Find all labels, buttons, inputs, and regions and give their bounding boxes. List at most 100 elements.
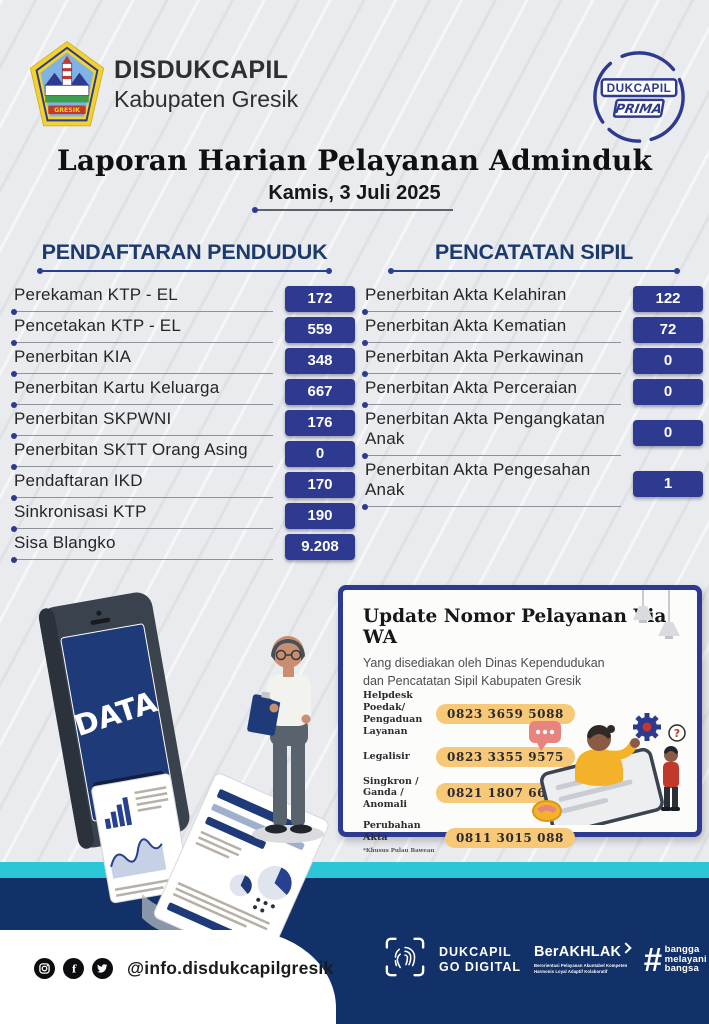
value-badge: 1 bbox=[633, 470, 703, 497]
table-row: Sisa Blangko 9.208 bbox=[11, 533, 355, 563]
table-row: Penerbitan SKTT Orang Asing 0 bbox=[11, 440, 355, 470]
wa-contact-row: Legalisir 0823 3355 9575 bbox=[363, 746, 575, 767]
fingerprint-icon bbox=[384, 936, 426, 983]
value-badge: 176 bbox=[285, 409, 355, 436]
org-title: DISDUKCAPIL Kabupaten Gresik bbox=[114, 56, 298, 113]
bangga-melayani-bangsa-logo: # bangga melayani bangsa bbox=[643, 940, 707, 978]
table-row: Penerbitan Akta Kematian 72 bbox=[362, 316, 703, 346]
value-badge: 0 bbox=[633, 347, 703, 374]
org-name: DISDUKCAPIL bbox=[114, 56, 289, 84]
social-handle: @info.disdukcapilgresik bbox=[127, 958, 334, 978]
value-badge: 170 bbox=[285, 471, 355, 498]
date-underline bbox=[251, 207, 453, 212]
berakhlak-tagline: Berorientasi Pelayanan Akuntabel Kompete… bbox=[534, 963, 628, 974]
wa-contact-row: Helpdesk Poedak/ Pengaduan Layanan 0823 … bbox=[363, 690, 575, 738]
table-row: Sinkronisasi KTP 190 bbox=[11, 502, 355, 532]
table-row: Pencetakan KTP - EL 559 bbox=[11, 316, 355, 346]
value-badge: 72 bbox=[633, 316, 703, 343]
section-title-pencatatan: PENCATATAN SIPIL bbox=[434, 240, 634, 264]
prima-line2: PRIMA bbox=[614, 102, 663, 117]
wa-contact-note: *Khusus Pulau Bawean bbox=[363, 847, 435, 854]
wa-contact-label: Perubahan Akta *Khusus Pulau Bawean bbox=[363, 820, 435, 854]
question-mark-icon bbox=[668, 724, 686, 742]
wa-phone-number: 0823 3659 5088 bbox=[436, 703, 575, 724]
value-badge: 9.208 bbox=[285, 533, 355, 560]
table-row: Pendaftaran IKD 170 bbox=[11, 471, 355, 501]
wa-card-title: Update Nomor Pelayanan Via WA bbox=[363, 606, 667, 648]
row-label: Penerbitan Akta Pengesahan Anak bbox=[365, 460, 591, 499]
org-subname: Kabupaten Gresik bbox=[114, 85, 299, 112]
instagram-icon bbox=[34, 958, 55, 979]
wa-service-card: Update Nomor Pelayanan Via WA Yang dised… bbox=[338, 585, 702, 854]
table-row: Perekaman KTP - EL 172 bbox=[11, 285, 355, 315]
wa-contact-label: Helpdesk Poedak/ Pengaduan Layanan bbox=[363, 690, 423, 737]
hanging-lamps-icon bbox=[625, 590, 685, 647]
row-label: Perekaman KTP - EL bbox=[14, 285, 178, 304]
wa-contact-label: Singkron / Ganda / Anomali bbox=[363, 775, 419, 811]
report-date: Kamis, 3 Juli 2025 bbox=[268, 182, 441, 204]
wa-support-illustration: ? bbox=[523, 707, 693, 836]
prima-line1: DUKCAPIL bbox=[607, 82, 672, 95]
row-label: Penerbitan Kartu Keluarga bbox=[14, 378, 220, 397]
row-label: Penerbitan Akta Kematian bbox=[365, 316, 567, 335]
page-title: Laporan Harian Pelayanan Adminduk bbox=[56, 144, 653, 177]
table-row: Penerbitan KIA 348 bbox=[11, 347, 355, 377]
wa-contact-list: Helpdesk Poedak/ Pengaduan Layanan 0823 … bbox=[363, 690, 575, 865]
facebook-icon: f bbox=[63, 958, 84, 979]
value-badge: 0 bbox=[633, 378, 703, 405]
row-label: Sisa Blangko bbox=[14, 533, 116, 552]
table-row: Penerbitan SKPWNI 176 bbox=[11, 409, 355, 439]
value-badge: 0 bbox=[633, 419, 703, 446]
section-rule bbox=[388, 268, 680, 274]
pendaftaran-penduduk-table: PENDAFTARAN PENDUDUK Perekaman KTP - EL … bbox=[11, 240, 355, 564]
pencatatan-sipil-table: PENCATATAN SIPIL Penerbitan Akta Kelahir… bbox=[362, 240, 703, 511]
row-label: Pencetakan KTP - EL bbox=[14, 316, 181, 335]
table-row: Penerbitan Kartu Keluarga 667 bbox=[11, 378, 355, 408]
dukcapil-prima-logo: DUKCAPIL PRIMA bbox=[590, 46, 688, 153]
chevron-right-icon bbox=[620, 942, 632, 954]
value-badge: 122 bbox=[633, 285, 703, 312]
row-label: Penerbitan Akta Perkawinan bbox=[365, 347, 584, 366]
section-title-pendaftaran: PENDAFTARAN PENDUDUK bbox=[41, 240, 328, 264]
footer-logos: DUKCAPIL GO DIGITAL BerAKHLAK Berorienta… bbox=[384, 936, 707, 983]
table-row: Penerbitan Akta Perkawinan 0 bbox=[362, 347, 703, 377]
row-label: Sinkronisasi KTP bbox=[14, 502, 147, 521]
section-rule bbox=[37, 268, 333, 274]
row-label: Penerbitan KIA bbox=[14, 347, 132, 366]
wa-phone-number: 0811 3015 088 bbox=[444, 827, 575, 848]
value-badge: 348 bbox=[285, 347, 355, 374]
wa-contact-row: Perubahan Akta *Khusus Pulau Bawean 0811… bbox=[363, 820, 575, 856]
wa-contact-row: Singkron / Ganda / Anomali 0821 1807 665… bbox=[363, 776, 575, 812]
table-row: Penerbitan Akta Kelahiran 122 bbox=[362, 285, 703, 315]
twitter-icon bbox=[92, 958, 113, 979]
value-badge: 667 bbox=[285, 378, 355, 405]
hash-icon: # bbox=[643, 940, 662, 978]
row-label: Pendaftaran IKD bbox=[14, 471, 143, 490]
row-label: Penerbitan Akta Pengangkatan Anak bbox=[365, 409, 606, 448]
gresik-seal-logo: GRESIK bbox=[28, 40, 106, 134]
wa-card-subtitle: Yang disediakan oleh Dinas Kependudukan … bbox=[363, 656, 605, 688]
table-row: Penerbitan Akta Perceraian 0 bbox=[362, 378, 703, 408]
berakhlak-logo: BerAKHLAK Berorientasi Pelayanan Akuntab… bbox=[534, 942, 632, 975]
value-badge: 559 bbox=[285, 316, 355, 343]
svg-text:?: ? bbox=[674, 727, 680, 740]
data-report-illustration: DATA bbox=[30, 572, 330, 966]
wa-contact-label: Legalisir bbox=[363, 750, 410, 762]
row-label: Penerbitan SKTT Orang Asing bbox=[14, 440, 248, 459]
report-date-wrap: Kamis, 3 Juli 2025 bbox=[0, 182, 709, 212]
wa-phone-number: 0823 3355 9575 bbox=[436, 746, 575, 767]
value-badge: 0 bbox=[285, 440, 355, 467]
wa-phone-number: 0821 1807 6650 bbox=[436, 783, 575, 804]
row-label: Penerbitan Akta Kelahiran bbox=[365, 285, 567, 304]
gear-icon bbox=[633, 713, 661, 741]
value-badge: 172 bbox=[285, 285, 355, 312]
table-row: Penerbitan Akta Pengangkatan Anak 0 bbox=[362, 409, 703, 459]
row-label: Penerbitan SKPWNI bbox=[14, 409, 172, 428]
value-badge: 190 bbox=[285, 502, 355, 529]
row-label: Penerbitan Akta Perceraian bbox=[365, 378, 578, 397]
table-row: Penerbitan Akta Pengesahan Anak 1 bbox=[362, 460, 703, 510]
coin-phone-icon bbox=[532, 800, 562, 822]
svg-text:f: f bbox=[72, 963, 77, 975]
social-footer-pill: f @info.disdukcapilgresik bbox=[0, 930, 336, 1024]
